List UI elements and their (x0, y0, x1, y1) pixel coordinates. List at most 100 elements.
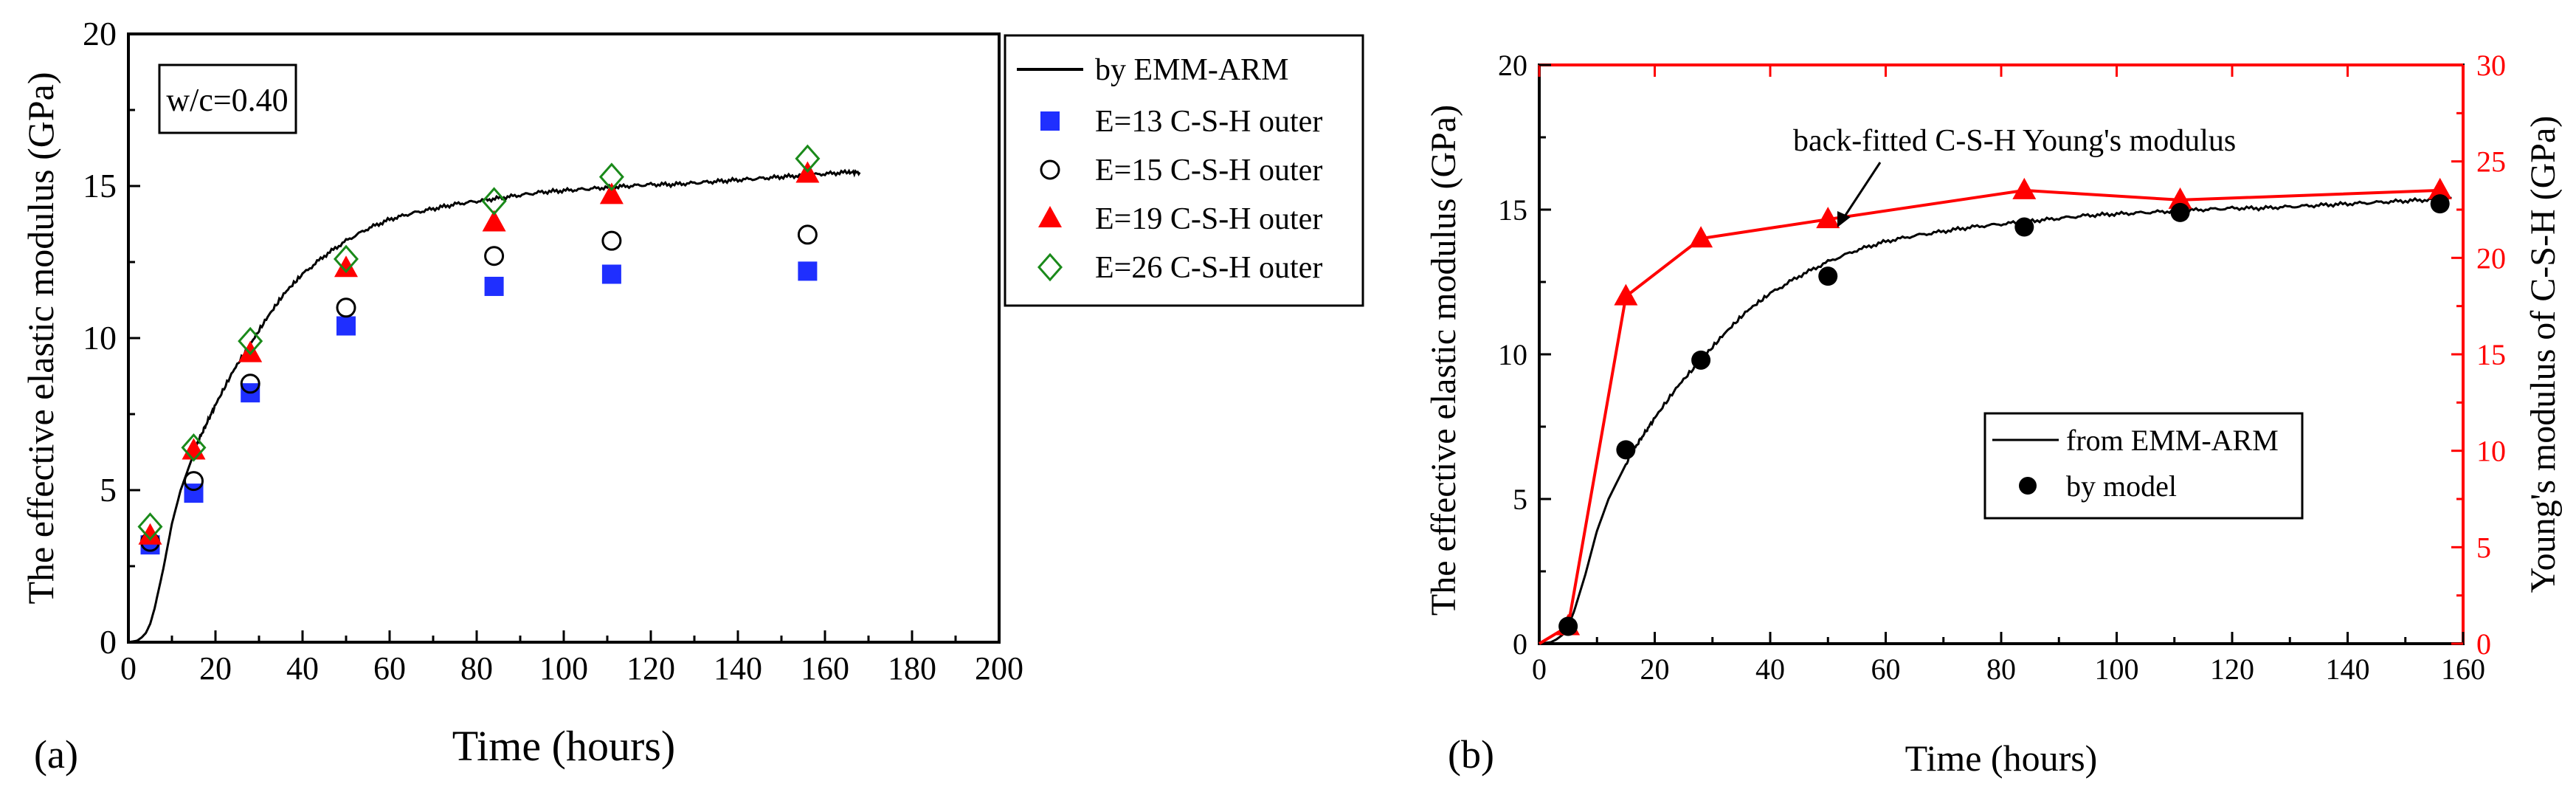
data-point-square (484, 276, 504, 296)
data-point-circle (336, 297, 356, 318)
legend-label-from-emm-arm: from EMM-ARM (2066, 424, 2279, 457)
x-tick-label-a: 0 (120, 650, 137, 686)
y-tick-label-a: 15 (83, 167, 117, 204)
x-tick-label-b: 60 (1871, 653, 1901, 686)
legend-label-circle: E=15 C-S-H outer (1095, 154, 1322, 187)
y2-tick-label-b: 25 (2476, 145, 2506, 179)
y-tick-label-a: 0 (100, 623, 117, 661)
y-axis-ticks-a: 0 5 10 15 20 (83, 15, 140, 661)
model-point (2170, 202, 2190, 222)
y2-tick-label-b: 30 (2476, 49, 2506, 82)
data-point-circle (240, 374, 260, 394)
legend-swatch-triangle (1038, 206, 1062, 227)
model-point (2430, 194, 2450, 214)
x-tick-label-a: 100 (539, 650, 588, 686)
legend-swatch-circle (1040, 159, 1060, 180)
y-tick-label-b: 20 (1498, 49, 1527, 82)
panel-label-a: (a) (34, 732, 78, 777)
data-point-circle (797, 224, 818, 245)
data-point-triangle (182, 438, 206, 460)
data-point-diamond (481, 187, 507, 216)
emm-arm-line-a (128, 168, 861, 644)
panel-b: 0 20 40 60 80 100 120 140 160 0 5 10 15 20 0 5 10 15 20 2… (1424, 49, 2563, 779)
data-point-triangle (599, 182, 624, 204)
wc-annotation-box (158, 63, 297, 134)
x-tick-label-b: 0 (1532, 653, 1547, 686)
legend-label-by-model: by model (2066, 469, 2177, 503)
y-tick-label-a: 5 (100, 471, 117, 509)
data-point-diamond (181, 433, 207, 462)
model-point (1616, 440, 1636, 460)
model-points-b (1558, 194, 2450, 636)
data-point-diamond (333, 244, 359, 274)
data-point-diamond (137, 512, 163, 541)
csh-modulus-line (1538, 188, 2440, 645)
x-tick-label-a: 80 (460, 650, 493, 686)
csh-modulus-point (2012, 177, 2037, 199)
csh-modulus-point (1689, 226, 1713, 248)
y-tick-label-a: 10 (83, 319, 117, 357)
y-axis-label-a: The effective elastic modulus (GPa) (20, 72, 61, 604)
x-tick-label-b: 80 (1986, 653, 2016, 686)
panel-label-b: (b) (1448, 732, 1494, 777)
csh-modulus-series (1538, 177, 2452, 645)
x-tick-label-a: 20 (199, 650, 232, 686)
y2-tick-label-b: 0 (2476, 627, 2491, 661)
x-tick-label-a: 160 (801, 650, 849, 686)
legend-label-square: E=13 C-S-H outer (1095, 105, 1322, 139)
y2-tick-label-b: 20 (2476, 241, 2506, 275)
data-point-circle (484, 246, 505, 266)
x-tick-label-a: 140 (714, 650, 762, 686)
emm-arm-line-b (1539, 194, 2452, 645)
data-point-diamond (598, 162, 624, 191)
y-tick-label-a: 20 (83, 15, 117, 52)
data-point-square (798, 261, 818, 281)
legend-label-emm-arm: by EMM-ARM (1095, 53, 1289, 87)
legend-label-triangle: E=19 C-S-H outer (1095, 202, 1322, 236)
x-tick-label-b: 20 (1640, 653, 1670, 686)
x-tick-label-b: 40 (1755, 653, 1785, 686)
x-tick-label-b: 100 (2095, 653, 2139, 686)
y-tick-label-b: 15 (1498, 193, 1527, 227)
csh-modulus-point (2428, 177, 2452, 199)
data-point-triangle (482, 210, 506, 232)
legend-swatch-diamond (1037, 252, 1063, 282)
y-tick-label-b: 0 (1513, 627, 1527, 661)
annotation-arrowhead (1837, 211, 1851, 227)
x-tick-label-b: 160 (2441, 653, 2485, 686)
csh-modulus-point (2168, 187, 2192, 209)
legend-b: from EMM-ARM by model (1983, 412, 2304, 520)
model-point (1691, 350, 1711, 370)
x-axis-label-a: Time (hours) (452, 722, 675, 770)
model-point (1558, 616, 1578, 636)
data-point-square (601, 264, 621, 284)
data-point-diamond (795, 144, 821, 173)
x-tick-label-a: 40 (286, 650, 319, 686)
legend-box-b (1983, 412, 2304, 520)
y2-tick-label-b: 15 (2476, 338, 2506, 371)
x-tick-label-a: 200 (975, 650, 1023, 686)
y-axis-label-b: The effective elastic modulus (GPa) (1424, 105, 1463, 616)
emm-arm-curve-a (128, 168, 861, 644)
x-axis-ticks-b: 0 20 40 60 80 100 120 140 160 (1532, 65, 2485, 686)
legend-a: by EMM-ARM E=13 C-S-H outer E=15 C-S-H ou… (1004, 34, 1364, 307)
data-point-diamond (238, 326, 263, 356)
y2-axis-ticks-b: 0 5 10 15 20 25 30 (2451, 49, 2506, 661)
emm-arm-curve-b (1539, 194, 2452, 645)
x-tick-label-a: 60 (373, 650, 406, 686)
csh-annotation: back-fitted C-S-H Young's modulus (1793, 124, 2236, 158)
y2-tick-label-b: 10 (2476, 435, 2506, 468)
csh-modulus-point (1816, 207, 1840, 229)
y-tick-label-b: 10 (1498, 338, 1527, 371)
y2-tick-label-b: 5 (2476, 531, 2491, 564)
data-point-triangle (238, 340, 263, 362)
legend-dot-swatch-b (2019, 477, 2037, 495)
wc-annotation: w/c=0.40 (166, 82, 288, 118)
data-point-circle (184, 471, 204, 492)
x-tick-label-b: 120 (2210, 653, 2254, 686)
model-point (1818, 266, 1838, 286)
data-point-circle (601, 230, 622, 251)
model-point (2014, 217, 2034, 237)
x-axis-label-b: Time (hours) (1905, 737, 2098, 779)
